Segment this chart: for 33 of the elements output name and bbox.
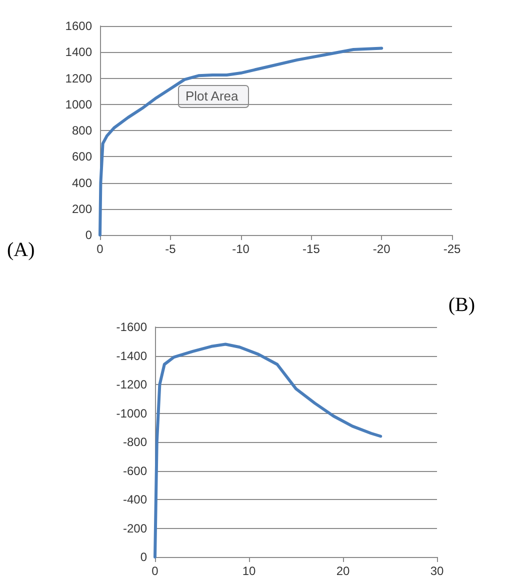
y-tick-label: 1400 xyxy=(65,45,92,60)
text: (A) xyxy=(7,239,35,261)
y-tick-label: 0 xyxy=(140,550,148,564)
x-tick-label: -20 xyxy=(372,242,391,256)
y-tick-label: -1600 xyxy=(116,320,148,334)
y-tick-label: -1000 xyxy=(116,406,148,420)
y-tick-label: 0 xyxy=(85,228,92,242)
y-tick-label: -1400 xyxy=(116,348,148,363)
x-tick-label: 30 xyxy=(430,564,444,578)
line-series xyxy=(98,46,384,236)
x-tick-label: -10 xyxy=(232,242,250,256)
y-tick-label: 1600 xyxy=(65,19,92,33)
y-tick-label: 1000 xyxy=(65,97,92,112)
y-tick-label: 600 xyxy=(72,150,92,164)
chart-title: (B) xyxy=(448,294,476,316)
x-tick-label: 10 xyxy=(242,564,256,578)
y-tick-label: 200 xyxy=(72,202,92,216)
annotation: Plot Area xyxy=(186,88,240,104)
x-tick-label: 0 xyxy=(152,564,159,578)
y-tick-label: -200 xyxy=(122,521,148,536)
y-tick-label: -1200 xyxy=(116,378,148,392)
x-tick-label: 20 xyxy=(336,564,350,578)
x-tick-label: -15 xyxy=(302,242,320,256)
y-tick-label: 400 xyxy=(72,176,92,190)
line-series xyxy=(154,342,382,558)
x-tick-label: -25 xyxy=(443,242,461,256)
y-tick-label: 1200 xyxy=(65,71,92,86)
y-tick-label: -600 xyxy=(122,464,148,478)
x-tick-label: 0 xyxy=(96,242,104,256)
x-tick-label: -5 xyxy=(165,242,176,256)
y-tick-label: -400 xyxy=(122,492,148,506)
y-tick-label: -800 xyxy=(122,435,148,449)
y-tick-label: 800 xyxy=(72,124,92,138)
